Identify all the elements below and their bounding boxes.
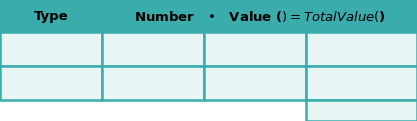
Bar <box>102 32 204 66</box>
Bar <box>102 66 204 100</box>
Bar <box>102 0 417 32</box>
Bar <box>204 32 306 66</box>
Bar <box>306 66 417 100</box>
Text: Type: Type <box>34 10 68 23</box>
Bar <box>204 66 306 100</box>
Bar <box>0 66 102 100</box>
Bar <box>0 0 102 32</box>
Bar <box>0 32 102 66</box>
Bar <box>306 32 417 66</box>
Text: Number   •   Value ($)   =   Total Value ($): Number • Value ($) = Total Value ($) <box>134 9 385 23</box>
Bar <box>306 100 417 121</box>
